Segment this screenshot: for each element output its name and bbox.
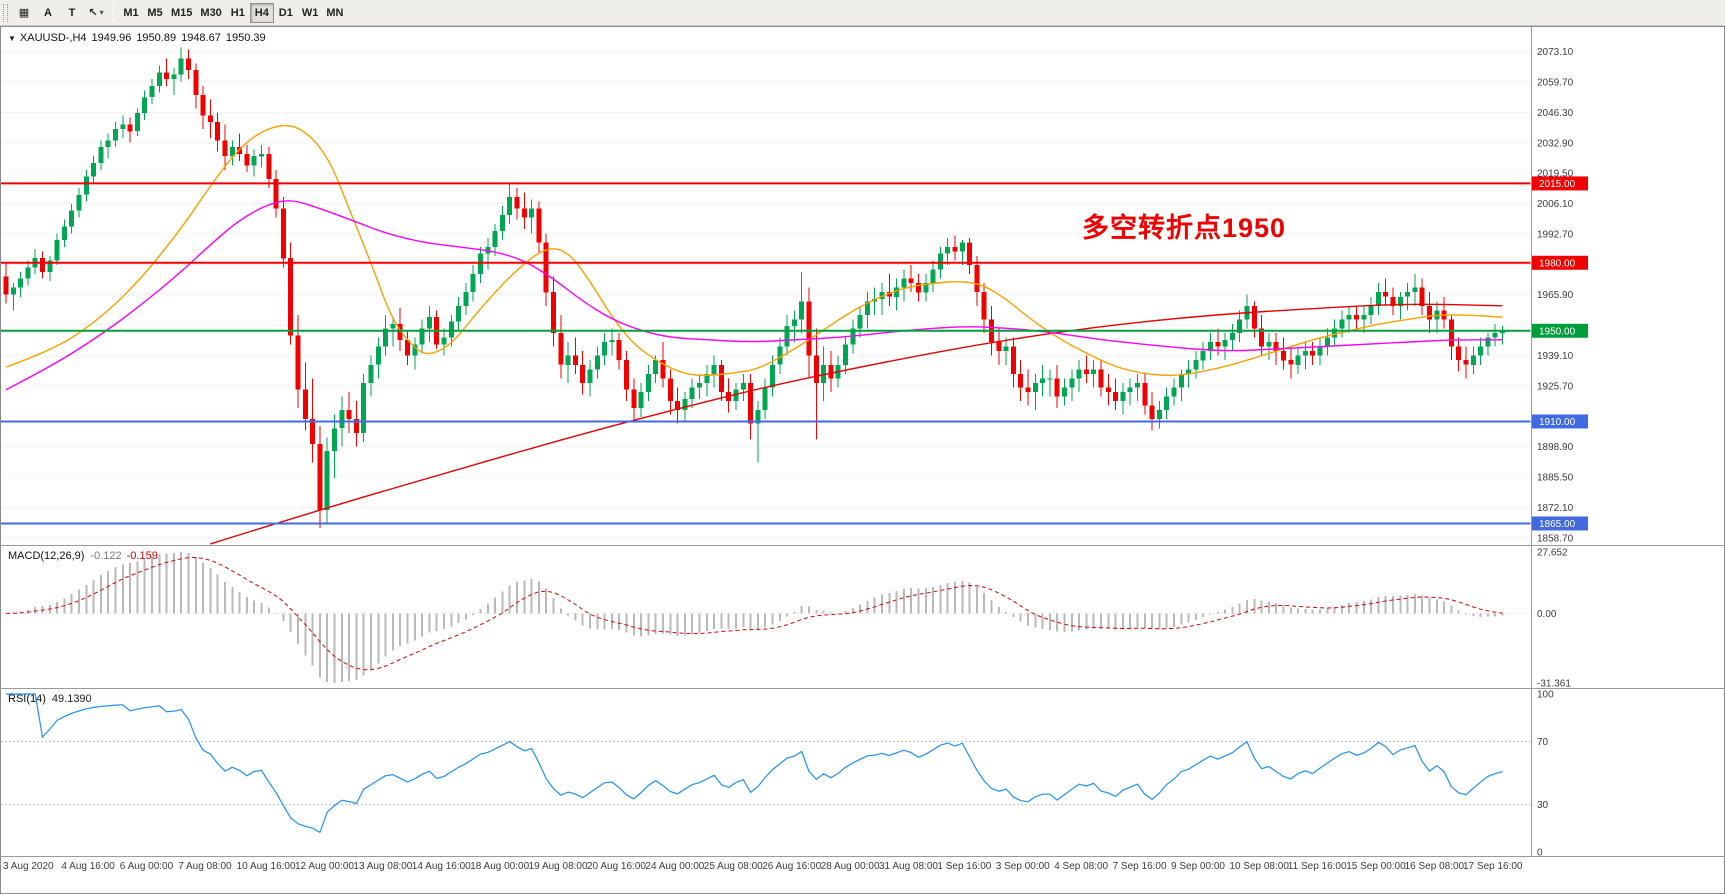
svg-text:1872.10: 1872.10 bbox=[1537, 503, 1574, 514]
svg-text:10 Aug 16:00: 10 Aug 16:00 bbox=[237, 861, 296, 872]
svg-text:1980.00: 1980.00 bbox=[1539, 258, 1576, 269]
svg-text:1 Sep 16:00: 1 Sep 16:00 bbox=[937, 861, 991, 872]
svg-text:1950.00: 1950.00 bbox=[1539, 326, 1576, 337]
svg-text:7 Aug 08:00: 7 Aug 08:00 bbox=[178, 861, 232, 872]
chevron-down-icon: ▾ bbox=[99, 8, 104, 17]
svg-text:1898.90: 1898.90 bbox=[1537, 442, 1574, 453]
price-axis[interactable]: 2073.10 2059.70 2046.30 2032.90 2019.50 2006.… bbox=[1537, 47, 1574, 544]
svg-text:12 Aug 00:00: 12 Aug 00:00 bbox=[295, 861, 354, 872]
pointer-tool-button[interactable]: ↖ ▾ bbox=[88, 7, 104, 19]
svg-text:7 Sep 16:00: 7 Sep 16:00 bbox=[1113, 861, 1167, 872]
svg-text:1885.50: 1885.50 bbox=[1537, 472, 1574, 483]
timeframe-mn-button[interactable]: MN bbox=[326, 6, 344, 19]
text-a-tool-button[interactable]: A bbox=[44, 6, 52, 19]
svg-text:-31.361: -31.361 bbox=[1537, 679, 1571, 690]
timeframe-w1-button[interactable]: W1 bbox=[301, 6, 319, 19]
svg-text:1965.90: 1965.90 bbox=[1537, 290, 1574, 301]
svg-text:27.652: 27.652 bbox=[1537, 548, 1568, 559]
svg-text:2059.70: 2059.70 bbox=[1537, 78, 1574, 89]
svg-text:0.00: 0.00 bbox=[1537, 609, 1557, 620]
svg-text:4 Sep 08:00: 4 Sep 08:00 bbox=[1054, 861, 1108, 872]
svg-text:70: 70 bbox=[1537, 737, 1549, 748]
grid-layer bbox=[1, 51, 1531, 539]
svg-text:1939.10: 1939.10 bbox=[1537, 351, 1574, 362]
macd-signal-line bbox=[5, 556, 1503, 671]
pane-separators bbox=[0, 27, 1725, 857]
timeframe-m30-button[interactable]: M30 bbox=[200, 6, 222, 19]
svg-text:2046.30: 2046.30 bbox=[1537, 108, 1574, 119]
toolbar-separator bbox=[113, 3, 114, 22]
grid-tool-button[interactable]: ▦ bbox=[18, 7, 30, 19]
svg-text:2073.10: 2073.10 bbox=[1537, 47, 1574, 58]
svg-text:26 Aug 16:00: 26 Aug 16:00 bbox=[762, 861, 821, 872]
svg-text:25 Aug 08:00: 25 Aug 08:00 bbox=[704, 861, 763, 872]
svg-text:30: 30 bbox=[1537, 800, 1549, 811]
timeframe-d1-button[interactable]: D1 bbox=[278, 6, 293, 19]
svg-text:1925.70: 1925.70 bbox=[1537, 381, 1574, 392]
svg-text:2015.00: 2015.00 bbox=[1539, 179, 1576, 190]
timeframe-h4-button[interactable]: H4 bbox=[249, 2, 274, 23]
hlines-layer: 2015.00 1980.00 1950.00 1910.00 1865.00 bbox=[1, 176, 1588, 531]
timeframe-m1-button[interactable]: M1 bbox=[123, 6, 139, 19]
time-axis[interactable]: 3 Aug 2020 4 Aug 16:00 6 Aug 00:00 7 Aug 08… bbox=[3, 861, 1523, 872]
svg-text:20 Aug 16:00: 20 Aug 16:00 bbox=[587, 861, 646, 872]
svg-text:6 Aug 00:00: 6 Aug 00:00 bbox=[120, 861, 174, 872]
svg-text:31 Aug 08:00: 31 Aug 08:00 bbox=[879, 861, 938, 872]
timeframe-m15-button[interactable]: M15 bbox=[171, 6, 193, 19]
svg-text:4 Aug 16:00: 4 Aug 16:00 bbox=[61, 861, 115, 872]
svg-text:17 Sep 16:00: 17 Sep 16:00 bbox=[1463, 861, 1523, 872]
timeframe-h1-button[interactable]: H1 bbox=[230, 6, 245, 19]
timeframe-m5-button[interactable]: M5 bbox=[147, 6, 163, 19]
svg-text:1992.70: 1992.70 bbox=[1537, 229, 1574, 240]
ma-mid-magenta bbox=[5, 200, 1503, 391]
main-plot-layer bbox=[3, 47, 1505, 545]
macd-pane: 27.652 0.00 -31.361 bbox=[1, 548, 1571, 690]
svg-text:11 Sep 16:00: 11 Sep 16:00 bbox=[1288, 861, 1347, 872]
macd-histogram bbox=[12, 552, 1504, 683]
top-toolbar: ▦ A T ↖ ▾ M1 M5 M15 M30 H1 H4 D1 W1 MN bbox=[0, 0, 1725, 26]
rsi-pane: 100 70 30 0 bbox=[1, 690, 1554, 859]
svg-text:19 Aug 08:00: 19 Aug 08:00 bbox=[529, 861, 588, 872]
svg-text:15 Sep 00:00: 15 Sep 00:00 bbox=[1346, 861, 1406, 872]
ma-slow-red bbox=[210, 303, 1503, 545]
chart-frame bbox=[0, 26, 1725, 894]
svg-text:18 Aug 00:00: 18 Aug 00:00 bbox=[470, 861, 529, 872]
svg-text:16 Sep 08:00: 16 Sep 08:00 bbox=[1405, 861, 1465, 872]
svg-text:13 Aug 08:00: 13 Aug 08:00 bbox=[353, 861, 412, 872]
svg-text:24 Aug 00:00: 24 Aug 00:00 bbox=[645, 861, 704, 872]
candles-layer bbox=[3, 47, 1505, 528]
svg-text:10 Sep 08:00: 10 Sep 08:00 bbox=[1229, 861, 1289, 872]
rsi-line bbox=[6, 693, 1503, 834]
toolbar-grip[interactable] bbox=[3, 3, 8, 22]
svg-text:3 Sep 00:00: 3 Sep 00:00 bbox=[996, 861, 1050, 872]
ma-fast-orange bbox=[5, 124, 1503, 377]
svg-text:1910.00: 1910.00 bbox=[1539, 417, 1576, 428]
svg-text:2006.10: 2006.10 bbox=[1537, 199, 1574, 210]
svg-text:2019.50: 2019.50 bbox=[1537, 169, 1574, 180]
svg-text:0: 0 bbox=[1537, 848, 1543, 859]
svg-text:9 Sep 00:00: 9 Sep 00:00 bbox=[1171, 861, 1225, 872]
svg-text:14 Aug 16:00: 14 Aug 16:00 bbox=[412, 861, 471, 872]
object-tools-group: ▦ A T ↖ ▾ bbox=[12, 3, 108, 23]
svg-text:100: 100 bbox=[1537, 690, 1554, 701]
svg-text:1865.00: 1865.00 bbox=[1539, 519, 1576, 530]
moving-averages-layer bbox=[5, 124, 1503, 545]
svg-text:28 Aug 00:00: 28 Aug 00:00 bbox=[821, 861, 880, 872]
timeframe-group: M1 M5 M15 M30 H1 H4 D1 W1 MN bbox=[119, 2, 347, 23]
svg-text:2032.90: 2032.90 bbox=[1537, 138, 1574, 149]
svg-text:3 Aug 2020: 3 Aug 2020 bbox=[3, 861, 54, 872]
text-t-tool-button[interactable]: T bbox=[68, 6, 76, 19]
svg-text:1858.70: 1858.70 bbox=[1537, 533, 1574, 544]
